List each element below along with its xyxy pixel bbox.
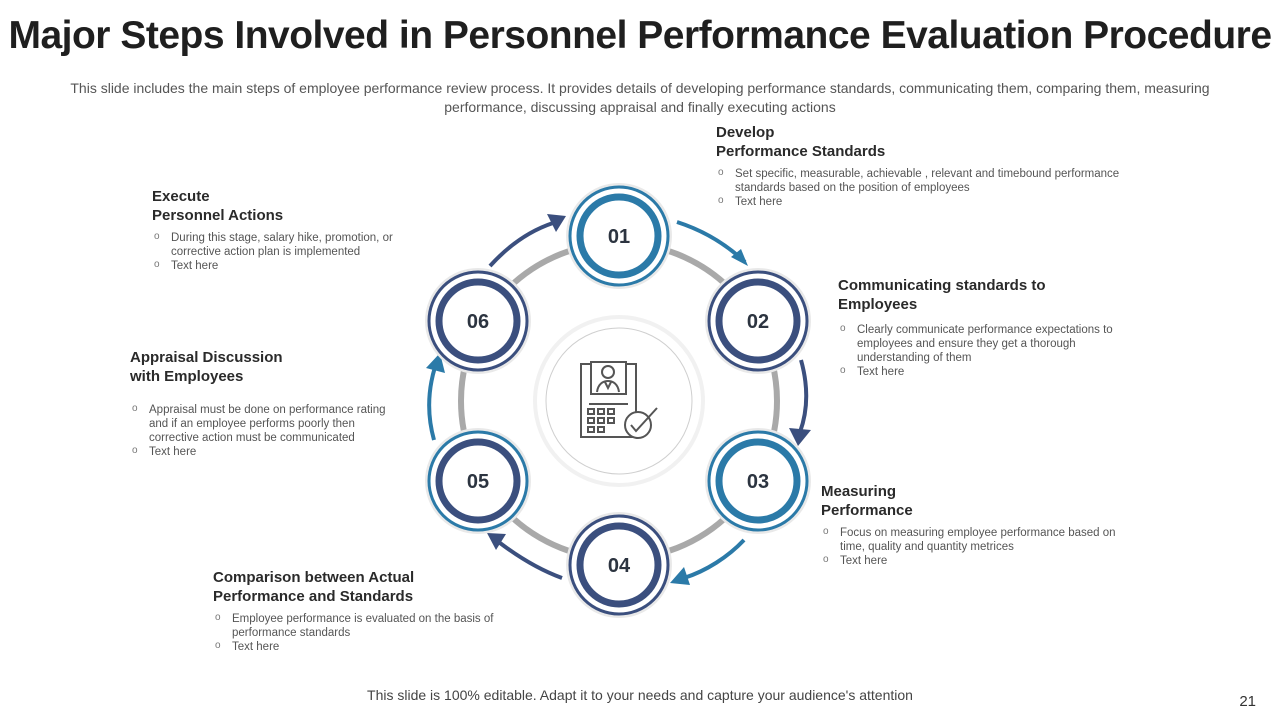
step-06-heading-line1: Execute (152, 188, 210, 205)
node-inner-ring (576, 522, 662, 608)
node-inner-ring (435, 438, 521, 524)
step-number-06: 06 (467, 311, 489, 333)
step-node-03: 03 (705, 428, 811, 534)
step-number-05: 05 (467, 471, 489, 493)
node-inner-ring (576, 193, 662, 279)
step-05-bullet-1: Appraisal must be done on performance ra… (130, 402, 405, 445)
arrow-03-04-head (670, 567, 690, 585)
step-05-bullet-2: Text here (130, 444, 405, 459)
arrow-02-03-head (789, 428, 811, 446)
arrow-06-01-head (547, 214, 566, 232)
step-06-heading: Execute Personnel Actions (152, 187, 412, 225)
arrow-04-05-head (487, 533, 506, 550)
step-01-heading-line1: Develop (716, 124, 775, 141)
slide-title: Major Steps Involved in Personnel Perfor… (8, 14, 1272, 57)
step-04-heading-line2: Performance and Standards (213, 588, 414, 605)
node-inner-ring (715, 438, 801, 524)
step-06-text: Execute Personnel Actions During this sta… (152, 187, 412, 273)
step-04-heading-line1: Comparison between Actual (213, 569, 415, 586)
arrow-01-02-head (731, 249, 748, 266)
step-01-heading-line2: Performance Standards (716, 143, 886, 160)
arrow-02-03 (798, 359, 809, 433)
step-05-text: Appraisal Discussion with Employees Appra… (130, 348, 405, 459)
step-node-06: 06 (425, 268, 531, 374)
step-04-text: Comparison between Actual Performance and… (213, 568, 523, 654)
step-node-04: 04 (566, 512, 672, 618)
slide-footer: This slide is 100% editable. Adapt it to… (367, 687, 913, 703)
step-06-heading-line2: Personnel Actions (152, 207, 284, 224)
step-05-heading-line2: with Employees (130, 368, 244, 385)
step-number-03: 03 (747, 471, 769, 493)
step-node-02: 02 (705, 268, 811, 374)
step-04-heading: Comparison between Actual Performance and… (213, 568, 523, 606)
step-06-bullet-1: During this stage, salary hike, promotio… (152, 230, 412, 259)
arrow-03-04 (683, 538, 746, 580)
step-01-bullet-1: Set specific, measurable, achievable , r… (716, 166, 1145, 195)
step-03-heading-line1: Measuring (821, 483, 897, 500)
step-03-heading-line2: Performance (821, 502, 913, 519)
step-03-heading: Measuring Performance (821, 482, 1141, 520)
step-node-01: 01 (566, 183, 672, 289)
cycle-arrows (426, 214, 811, 585)
step-01-text: Develop Performance Standards Set specifi… (716, 123, 1156, 209)
step-number-01: 01 (608, 226, 630, 248)
step-05-heading-line1: Appraisal Discussion (130, 349, 283, 366)
arrow-06-01 (488, 221, 554, 268)
step-04-bullet-1: Employee performance is evaluated on the… (213, 611, 523, 640)
step-node-05: 05 (425, 428, 531, 534)
node-inner-ring (715, 278, 801, 364)
employee-evaluation-icon (580, 361, 658, 439)
step-05-heading: Appraisal Discussion with Employees (130, 348, 405, 386)
step-06-bullet-2: Text here (152, 258, 412, 273)
arrow-05-06 (427, 366, 437, 441)
step-02-text: Communicating standards to Employees Clea… (838, 276, 1138, 379)
page-number: 21 (1239, 693, 1256, 710)
step-number-02: 02 (747, 311, 769, 333)
step-02-bullet-2: Text here (838, 364, 1138, 379)
slide-subtitle: This slide includes the main steps of em… (70, 80, 1210, 115)
step-02-heading-line1: Communicating standards to (838, 277, 1046, 294)
arrow-04-05 (498, 541, 563, 580)
step-02-bullet-1: Clearly communicate performance expectat… (838, 322, 1138, 365)
step-number-04: 04 (608, 555, 631, 577)
step-01-bullet-2: Text here (716, 194, 1156, 209)
step-03-text: Measuring Performance Focus on measuring … (821, 482, 1141, 568)
center-inner-circle (545, 327, 693, 475)
step-02-heading-line2: Employees (838, 296, 918, 313)
step-01-heading: Develop Performance Standards (716, 123, 1156, 161)
step-02-heading: Communicating standards to Employees (838, 276, 1138, 314)
step-03-bullet-2: Text here (821, 553, 1141, 568)
step-03-bullet-1: Focus on measuring employee performance … (821, 525, 1141, 554)
step-04-bullet-2: Text here (213, 639, 523, 654)
node-inner-ring (435, 278, 521, 364)
